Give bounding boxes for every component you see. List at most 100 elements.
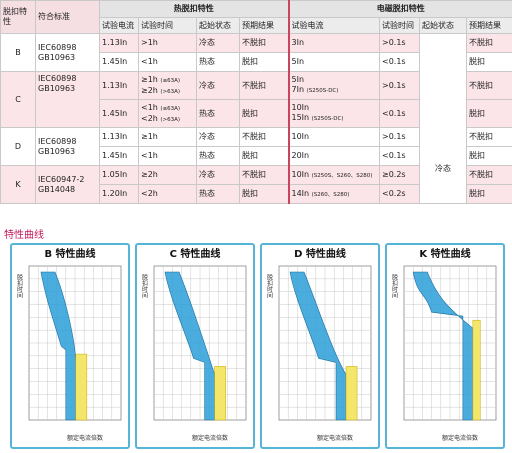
standard-c-line1: IEC60898 [38, 74, 77, 83]
curve-panel-title: D 特性曲线 [294, 247, 346, 260]
table-cell: >0.1s [379, 71, 420, 100]
table-cell: 热态 [196, 146, 240, 166]
table-cell: 1.45In [99, 99, 139, 128]
standard-k-line2: GB14048 [38, 184, 76, 194]
mc-note: (S250S-DC) [311, 116, 344, 122]
table-cell: 冷态 [196, 71, 240, 100]
table-cell: 1.13In [99, 71, 139, 100]
table-cell: ≥2h [138, 165, 197, 185]
table-cell: ≥1h [138, 127, 197, 147]
standard-c: IEC60898 GB10963 [35, 71, 100, 128]
table-cell: 10In (S250S、S260、S280) [288, 165, 380, 185]
tt-note: (>63A) [160, 116, 181, 123]
tt-line: ≥2h [141, 85, 158, 95]
table-cell: <2h [138, 184, 197, 204]
mc-line: 10In [291, 169, 310, 179]
curve-panel-title: B 特性曲线 [44, 247, 95, 260]
mc-line: 14In [291, 188, 310, 198]
table-cell: 14In (S260、S280) [288, 184, 380, 204]
table-cell: <0.2s [379, 184, 420, 204]
x-axis-label: 额定电流倍数 [67, 434, 103, 442]
x-axis-label: 额定电流倍数 [442, 434, 478, 442]
y-axis-label: 脱扣时间 [391, 273, 398, 299]
table-cell: >0.1s [379, 127, 420, 147]
table-cell: 不脱扣 [466, 165, 512, 185]
table-cell: 1.20In [99, 184, 139, 204]
header-test-time: 试验时间 [138, 17, 197, 34]
table-cell: 1.13In [99, 127, 139, 147]
magnetic-start-state: 冷态 [419, 33, 467, 204]
magnetic-start-state-text: 冷态 [435, 163, 451, 173]
standard-b-line1: IEC60898 [38, 42, 77, 52]
table-cell: ≥0.2s [379, 165, 420, 185]
y-axis-label: 脱扣时间 [266, 273, 273, 299]
y-axis-label: 脱扣时间 [141, 273, 148, 299]
table-cell: 不脱扣 [239, 71, 290, 100]
header-start-state-magnetic: 起始状态 [419, 17, 467, 34]
header-test-current: 试验电流 [99, 17, 139, 34]
table-cell: 1.45In [99, 52, 139, 72]
tt-note: (≤63A) [160, 105, 181, 112]
table-cell: 热态 [196, 184, 240, 204]
table-cell: 脱扣 [466, 99, 512, 128]
trip-band-yellow [75, 353, 88, 421]
table-cell: 不脱扣 [466, 71, 512, 100]
curves-heading: 特性曲线 [4, 230, 44, 241]
table-cell: 3In [288, 33, 380, 53]
curve-letter-k: K [0, 165, 36, 204]
table-cell: 10In 15In (S250S-DC) [288, 99, 380, 128]
table-cell: <0.1s [379, 99, 420, 128]
standard-c-line2: GB10963 [38, 84, 76, 93]
y-axis-label: 脱扣时间 [16, 273, 23, 299]
table-cell: 脱扣 [239, 146, 290, 166]
table-cell: 5In 7In (S250S-DC) [288, 71, 380, 100]
standard-d-line1: IEC60898 [38, 136, 77, 146]
curve-letter-c: C [0, 71, 36, 128]
table-cell: 10In [288, 127, 380, 147]
tt-note: (≤63A) [160, 77, 181, 84]
standard-d: IEC60898 GB10963 [35, 127, 100, 166]
trip-band-yellow [345, 366, 358, 421]
table-cell: 不脱扣 [239, 127, 290, 147]
table-cell: 不脱扣 [239, 33, 290, 53]
table-cell: 热态 [196, 52, 240, 72]
tt-line: ≥1h [141, 74, 158, 84]
curve-panel-title: C 特性曲线 [170, 247, 221, 260]
curve-panel-title: K 特性曲线 [419, 247, 470, 260]
tt-line: <1h [141, 102, 158, 112]
tt-line: <2h [141, 113, 158, 123]
header-expected-result: 预期结果 [239, 17, 290, 34]
x-axis-label: 额定电流倍数 [317, 434, 353, 442]
standard-b-line2: GB10963 [38, 52, 76, 62]
mc-note: (S250S、S260、S280) [311, 172, 373, 179]
standard-d-line2: GB10963 [38, 146, 76, 156]
mc-line: 7In [291, 85, 305, 94]
mc-note: (S250S-DC) [306, 88, 339, 94]
table-cell: 脱扣 [239, 99, 290, 128]
header-test-time-magnetic: 试验时间 [379, 17, 420, 34]
header-standard: 符合标准 [35, 0, 100, 34]
x-axis-label: 额定电流倍数 [192, 434, 228, 442]
header-test-current-magnetic: 试验电流 [288, 17, 380, 34]
table-cell: 5In [288, 52, 380, 72]
table-cell: <0.1s [379, 146, 420, 166]
tt-note: (>63A) [160, 88, 181, 95]
table-cell: 冷态 [196, 33, 240, 53]
table-cell: ≥1h (≤63A) ≥2h (>63A) [138, 71, 197, 100]
table-cell: <1h (≤63A) <2h (>63A) [138, 99, 197, 128]
table-cell: 脱扣 [239, 52, 290, 72]
table-cell: 不脱扣 [466, 33, 512, 53]
trip-band-yellow [214, 366, 226, 421]
standard-k-line1: IEC60947-2 [38, 174, 85, 184]
curve-letter-b: B [0, 33, 36, 72]
mc-line: 15In [291, 113, 310, 122]
mc-note: (S260、S280) [311, 191, 350, 198]
mc-line: 5In [291, 75, 305, 84]
table-cell: 脱扣 [466, 184, 512, 204]
trip-band-yellow [472, 319, 481, 421]
table-cell: 1.45In [99, 146, 139, 166]
trip-characteristics-table: 脱扣特性 符合标准 热脱扣特性 电磁脱扣特性 试验电流 试验时间 起始状态 预期… [0, 0, 512, 204]
mc-line: 10In [291, 103, 310, 112]
table-cell: 不脱扣 [466, 127, 512, 147]
